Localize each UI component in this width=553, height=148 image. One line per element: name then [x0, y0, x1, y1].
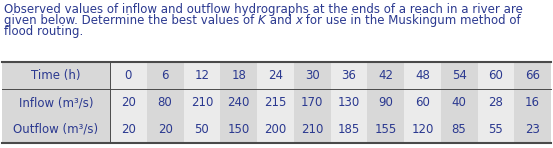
Text: for use in the Muskingum method of: for use in the Muskingum method of — [302, 14, 521, 27]
Bar — [257, 62, 294, 143]
Text: 60: 60 — [488, 69, 503, 82]
Text: 16: 16 — [525, 96, 540, 109]
Text: K: K — [258, 14, 266, 27]
Text: 130: 130 — [338, 96, 360, 109]
Bar — [2, 62, 551, 143]
Bar — [331, 62, 367, 143]
Bar — [294, 62, 331, 143]
Text: 20: 20 — [121, 123, 136, 136]
Text: 120: 120 — [411, 123, 434, 136]
Text: 50: 50 — [195, 123, 209, 136]
Text: 23: 23 — [525, 123, 540, 136]
Text: Observed values of inflow and outflow hydrographs at the ends of a reach in a ri: Observed values of inflow and outflow hy… — [4, 3, 523, 16]
Text: Outflow (m³/s): Outflow (m³/s) — [13, 123, 98, 136]
Text: 80: 80 — [158, 96, 173, 109]
Text: 85: 85 — [452, 123, 467, 136]
Text: 210: 210 — [191, 96, 213, 109]
Text: 18: 18 — [231, 69, 246, 82]
Text: 42: 42 — [378, 69, 393, 82]
Bar — [220, 62, 257, 143]
Text: flood routing.: flood routing. — [4, 25, 84, 38]
Text: x: x — [295, 14, 302, 27]
Text: 55: 55 — [488, 123, 503, 136]
Bar — [477, 62, 514, 143]
Text: 200: 200 — [264, 123, 286, 136]
Text: 12: 12 — [194, 69, 210, 82]
Text: Inflow (m³/s): Inflow (m³/s) — [19, 96, 93, 109]
Bar — [367, 62, 404, 143]
Text: 90: 90 — [378, 96, 393, 109]
Text: 66: 66 — [525, 69, 540, 82]
Text: and: and — [266, 14, 295, 27]
Text: 150: 150 — [227, 123, 250, 136]
Text: 155: 155 — [374, 123, 397, 136]
Text: 240: 240 — [227, 96, 250, 109]
Text: 215: 215 — [264, 96, 286, 109]
Text: 30: 30 — [305, 69, 320, 82]
Bar — [147, 62, 184, 143]
Text: Time (h): Time (h) — [32, 69, 81, 82]
Text: 185: 185 — [338, 123, 360, 136]
Text: 210: 210 — [301, 123, 324, 136]
Text: given below. Determine the best values of: given below. Determine the best values o… — [4, 14, 258, 27]
Text: 60: 60 — [415, 96, 430, 109]
Bar — [184, 62, 220, 143]
Text: 54: 54 — [452, 69, 467, 82]
Bar — [404, 62, 441, 143]
Text: 20: 20 — [121, 96, 136, 109]
Text: 6: 6 — [161, 69, 169, 82]
Bar — [514, 62, 551, 143]
Text: 20: 20 — [158, 123, 173, 136]
Text: 40: 40 — [452, 96, 467, 109]
Text: 48: 48 — [415, 69, 430, 82]
Text: 170: 170 — [301, 96, 324, 109]
Bar — [441, 62, 477, 143]
Text: 24: 24 — [268, 69, 283, 82]
Text: 36: 36 — [341, 69, 356, 82]
Text: 0: 0 — [124, 69, 132, 82]
Bar — [110, 62, 147, 143]
Text: 28: 28 — [488, 96, 503, 109]
